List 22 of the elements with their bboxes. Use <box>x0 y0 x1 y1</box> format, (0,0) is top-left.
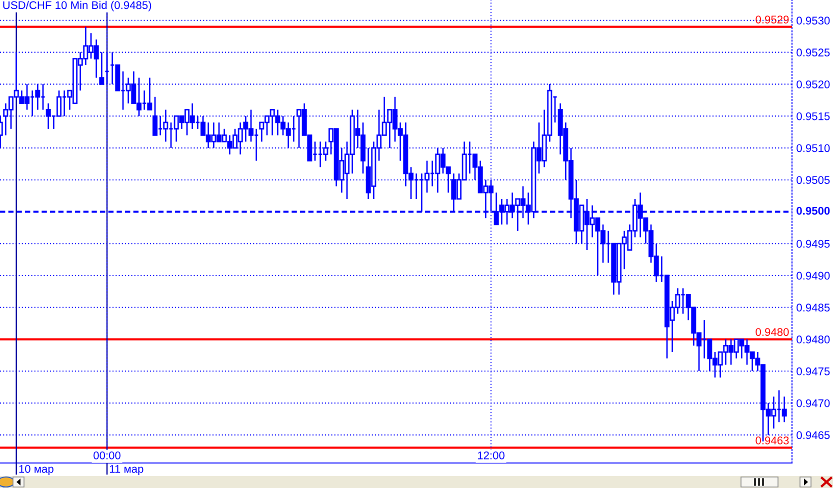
y-tick-label: 0.9510 <box>796 144 830 152</box>
y-tick-label: 0.9525 <box>796 48 830 56</box>
chart-title: USD/CHF 10 Min Bid (0.9485) <box>3 0 152 12</box>
y-tick-label: 0.9505 <box>796 176 830 184</box>
y-tick-label: 0.9520 <box>796 80 830 88</box>
ref-line-label: 0.9500 <box>796 206 830 215</box>
ref-line-label: 10 мар <box>19 464 54 476</box>
y-tick-label: 0.9465 <box>796 431 830 440</box>
y-tick-label: 0.9530 <box>796 16 830 25</box>
ref-line-label: 11 мар <box>110 465 144 476</box>
x-tick-label: 12:00 <box>478 451 504 460</box>
x-tick-label: 00:00 <box>94 451 120 460</box>
y-tick-label: 0.9515 <box>796 112 830 120</box>
ref-line-label: 0.9463 <box>756 436 789 444</box>
y-tick-label: 0.9470 <box>796 399 830 408</box>
y-tick-label: 0.9495 <box>796 240 830 248</box>
y-tick-label: 0.9480 <box>796 336 830 344</box>
ref-line-label: 0.9529 <box>756 16 789 24</box>
y-tick-label: 0.9475 <box>796 367 830 376</box>
ref-line-label: 0.9480 <box>756 328 789 336</box>
y-tick-label: 0.9490 <box>796 272 830 280</box>
y-tick-label: 0.9485 <box>796 304 830 312</box>
